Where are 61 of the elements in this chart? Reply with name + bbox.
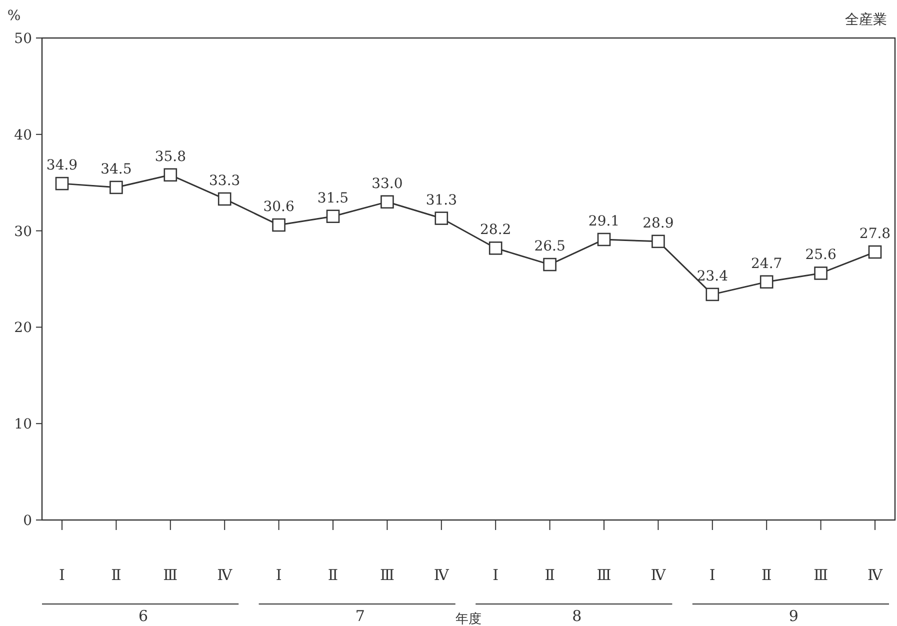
text: 31.3	[426, 192, 457, 208]
y-tick-label: 40	[14, 127, 32, 144]
x-tick-label: Ⅳ	[650, 566, 667, 584]
y-tick-label: 10	[14, 416, 32, 433]
point	[652, 234, 665, 248]
text: 7	[355, 607, 365, 625]
text: 34.5	[100, 161, 132, 178]
text: 27.8	[859, 226, 891, 242]
x-tick-label: Ⅲ	[596, 566, 612, 584]
x-tick-label: Ⅳ	[217, 566, 234, 584]
point	[706, 288, 720, 302]
x-tick-label: Ⅲ	[380, 566, 394, 584]
x-axis-title: 年度	[456, 611, 482, 626]
x-tick-label: Ⅱ	[328, 566, 338, 584]
x-tick-label: Ⅱ	[762, 566, 772, 584]
point	[218, 192, 232, 206]
text: 24.7	[751, 256, 782, 272]
text: 23.4	[696, 268, 728, 284]
x-tick-label: Ⅳ	[868, 566, 884, 584]
text: 8	[572, 607, 582, 625]
y-tick-label: 20	[14, 320, 32, 336]
point	[380, 195, 394, 209]
text: 34.9	[46, 158, 78, 174]
x-tick-label: Ⅰ	[59, 566, 66, 584]
point	[164, 168, 178, 182]
text: 9	[788, 607, 798, 625]
text: 25.6	[805, 247, 836, 264]
text: 31.5	[317, 190, 349, 206]
text: 26.5	[534, 238, 566, 255]
point	[488, 242, 502, 255]
point	[110, 180, 123, 194]
y-tick-label: 30	[14, 224, 32, 240]
text: 29.1	[588, 213, 620, 230]
text: 33.0	[372, 176, 403, 192]
text: 30.6	[263, 199, 294, 216]
point	[814, 266, 828, 280]
x-tick-label: Ⅰ	[492, 566, 499, 584]
x-tick-label: Ⅱ	[111, 566, 122, 584]
point	[543, 258, 556, 272]
chart-title: 全産業	[845, 12, 887, 28]
text: 33.3	[209, 172, 240, 189]
text: 6	[138, 607, 148, 625]
x-tick-label: Ⅰ	[276, 566, 282, 584]
point	[326, 210, 340, 223]
y-tick-label: 50	[14, 31, 32, 47]
x-tick-label: Ⅳ	[434, 566, 450, 584]
x-tick-label: Ⅲ	[163, 566, 178, 584]
text: 28.2	[480, 222, 512, 238]
point	[868, 245, 882, 259]
y-axis-title: %	[7, 8, 21, 24]
point	[55, 176, 69, 190]
x-tick-label: Ⅱ	[544, 566, 555, 584]
x-tick-label: Ⅲ	[814, 566, 828, 584]
text: 35.8	[154, 148, 186, 165]
point	[434, 212, 448, 225]
text: 28.9	[642, 215, 674, 232]
point	[760, 275, 774, 289]
point	[597, 232, 611, 246]
y-tick-label: 0	[23, 513, 32, 529]
x-tick-label: Ⅰ	[709, 566, 716, 584]
point	[272, 218, 286, 232]
